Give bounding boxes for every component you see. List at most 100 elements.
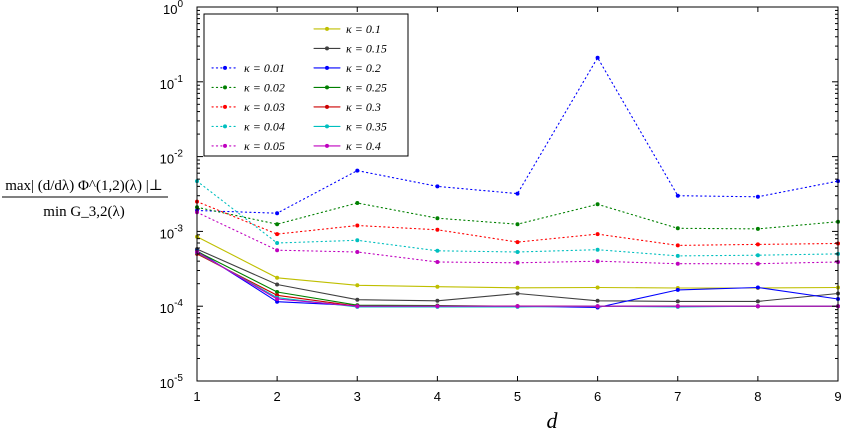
y-tick-exponent: -5 bbox=[174, 373, 183, 384]
data-point bbox=[675, 304, 680, 309]
data-point bbox=[755, 261, 760, 266]
y-tick-label: 10-4 bbox=[160, 298, 184, 316]
y-tick-base: 10 bbox=[163, 2, 177, 17]
x-tick-label: 6 bbox=[594, 389, 601, 404]
legend-marker bbox=[325, 26, 329, 31]
data-point bbox=[515, 240, 520, 245]
y-tick-label: 10-1 bbox=[160, 74, 184, 92]
y-tick-label: 100 bbox=[163, 0, 183, 17]
legend: κ = 0.01 κ = 0.02 κ = 0.03 κ = 0.04 κ = 0.05… bbox=[203, 13, 409, 157]
y-tick-label: 10-5 bbox=[160, 373, 184, 391]
legend-entry: κ = 0.35 bbox=[313, 119, 387, 133]
data-point bbox=[675, 253, 680, 258]
y-axis-label-numerator: max| (d/dλ) Φ^(1,2)(λ) |⊥ bbox=[5, 178, 163, 194]
legend-entry: κ = 0.1 bbox=[313, 22, 381, 36]
data-point bbox=[595, 304, 600, 309]
legend-marker bbox=[325, 143, 329, 148]
data-point bbox=[755, 242, 760, 247]
data-point bbox=[275, 222, 280, 227]
data-point bbox=[355, 304, 360, 309]
data-point bbox=[595, 247, 600, 252]
data-point bbox=[355, 201, 360, 205]
legend-entry: κ = 0.04 bbox=[211, 119, 285, 133]
data-point bbox=[675, 243, 680, 248]
data-point bbox=[275, 232, 280, 237]
x-tick-label: 8 bbox=[754, 389, 761, 404]
data-point bbox=[595, 232, 600, 237]
data-point bbox=[755, 299, 760, 304]
y-tick-exponent: -4 bbox=[174, 298, 183, 309]
x-tick-label: 4 bbox=[434, 389, 441, 404]
series-6 bbox=[195, 247, 840, 304]
legend-marker bbox=[325, 124, 329, 129]
data-point bbox=[355, 283, 360, 288]
y-tick-base: 10 bbox=[160, 77, 174, 92]
data-point bbox=[275, 282, 280, 287]
data-point bbox=[435, 260, 440, 264]
data-point bbox=[435, 284, 440, 289]
data-point bbox=[355, 238, 360, 243]
legend-entry: κ = 0.25 bbox=[313, 80, 387, 94]
y-tick-exponent: -1 bbox=[174, 74, 183, 85]
data-point bbox=[275, 248, 280, 253]
data-point bbox=[515, 291, 520, 296]
data-point bbox=[355, 223, 360, 228]
legend-label: κ = 0.2 bbox=[346, 61, 381, 75]
legend-marker bbox=[223, 143, 227, 148]
legend-marker bbox=[223, 85, 227, 90]
data-point bbox=[675, 193, 680, 198]
data-point bbox=[515, 222, 520, 227]
legend-entry: κ = 0.2 bbox=[313, 61, 381, 75]
data-point bbox=[435, 304, 440, 309]
data-point bbox=[435, 227, 440, 232]
x-tick-label: 5 bbox=[514, 389, 521, 404]
y-tick-label: 10-2 bbox=[160, 149, 184, 167]
data-point bbox=[595, 285, 600, 290]
y-tick-exponent: -3 bbox=[174, 223, 183, 234]
legend-marker bbox=[325, 104, 329, 109]
y-tick-base: 10 bbox=[160, 376, 174, 391]
y-axis-label-denominator: min G_3,2(λ) bbox=[43, 204, 124, 220]
data-point bbox=[355, 297, 360, 302]
data-point bbox=[515, 285, 520, 290]
legend-label: κ = 0.4 bbox=[346, 139, 381, 153]
data-point bbox=[435, 216, 440, 221]
series-3 bbox=[195, 179, 840, 258]
data-point bbox=[275, 275, 280, 280]
y-tick-label: 10-3 bbox=[160, 223, 184, 241]
legend-label: κ = 0.25 bbox=[346, 80, 387, 94]
legend-label: κ = 0.04 bbox=[244, 119, 285, 133]
data-point bbox=[515, 304, 520, 309]
legend-marker bbox=[223, 65, 227, 70]
legend-marker bbox=[325, 85, 329, 90]
legend-label: κ = 0.1 bbox=[346, 22, 381, 36]
legend-marker bbox=[325, 46, 329, 51]
data-point bbox=[755, 194, 760, 199]
x-axis-label: d bbox=[547, 408, 559, 431]
data-point bbox=[675, 299, 680, 304]
y-tick-base: 10 bbox=[160, 152, 174, 167]
legend-box bbox=[203, 13, 409, 157]
legend-entry: κ = 0.02 bbox=[211, 80, 285, 94]
x-tick-label: 1 bbox=[193, 389, 200, 404]
data-point bbox=[595, 55, 600, 60]
data-point bbox=[755, 253, 760, 258]
y-tick-base: 10 bbox=[160, 301, 174, 316]
legend-label: κ = 0.05 bbox=[244, 139, 285, 153]
x-tick-label: 7 bbox=[674, 389, 681, 404]
data-point bbox=[675, 287, 680, 292]
data-point bbox=[595, 298, 600, 303]
data-point bbox=[275, 290, 280, 294]
data-point bbox=[435, 248, 440, 253]
legend-entry: κ = 0.3 bbox=[313, 100, 381, 114]
data-point bbox=[755, 226, 760, 231]
legend-label: κ = 0.03 bbox=[244, 100, 285, 114]
data-point bbox=[355, 168, 360, 173]
data-point bbox=[595, 202, 600, 207]
data-point bbox=[275, 241, 280, 245]
data-point bbox=[275, 211, 280, 216]
legend-entry: κ = 0.4 bbox=[313, 139, 381, 153]
x-tick-label: 3 bbox=[354, 389, 361, 404]
